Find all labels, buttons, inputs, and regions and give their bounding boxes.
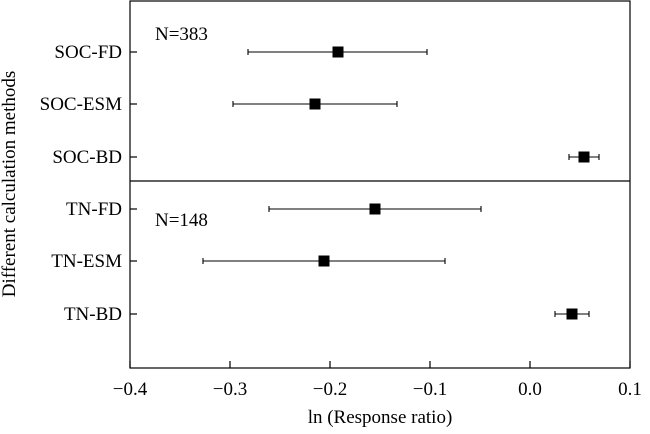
x-tick-label: −0.3	[213, 379, 247, 400]
plot-frame	[129, 0, 631, 369]
point-estimate	[309, 98, 321, 110]
x-tick-label: −0.1	[413, 379, 447, 400]
panel: N=383 SOC-FD SOC-ESM SOC-BD	[40, 24, 600, 168]
category-label: TN-BD	[64, 304, 122, 325]
category-label: SOC-BD	[52, 147, 122, 168]
category-label: TN-ESM	[51, 251, 122, 272]
x-axis-title: ln (Response ratio)	[308, 407, 453, 428]
point-estimate	[318, 255, 330, 267]
sample-size-label: N=383	[155, 24, 208, 45]
category-label: TN-FD	[66, 199, 122, 220]
point-estimate	[369, 203, 381, 215]
x-tick-label: 0.1	[618, 379, 642, 400]
sample-size-label: N=148	[155, 210, 208, 231]
panel: N=148 TN-FD TN-ESM TN-BD	[51, 199, 590, 325]
point-estimate	[578, 151, 590, 163]
category-label: SOC-ESM	[40, 94, 122, 115]
x-tick-label: −0.4	[113, 379, 148, 400]
point-estimate	[566, 308, 578, 320]
y-axis-title: Different calculation methods	[0, 71, 20, 298]
panels: N=383 SOC-FD SOC-ESM SOC-BD N=148 TN-FD TN-ESM…	[40, 24, 600, 325]
x-tick-label: 0.0	[518, 379, 542, 400]
x-axis: −0.4 −0.3 −0.2 −0.1 0.0 0.1	[113, 361, 642, 400]
category-label: SOC-FD	[54, 42, 122, 63]
point-estimate	[332, 46, 344, 58]
x-tick-label: −0.2	[313, 379, 347, 400]
